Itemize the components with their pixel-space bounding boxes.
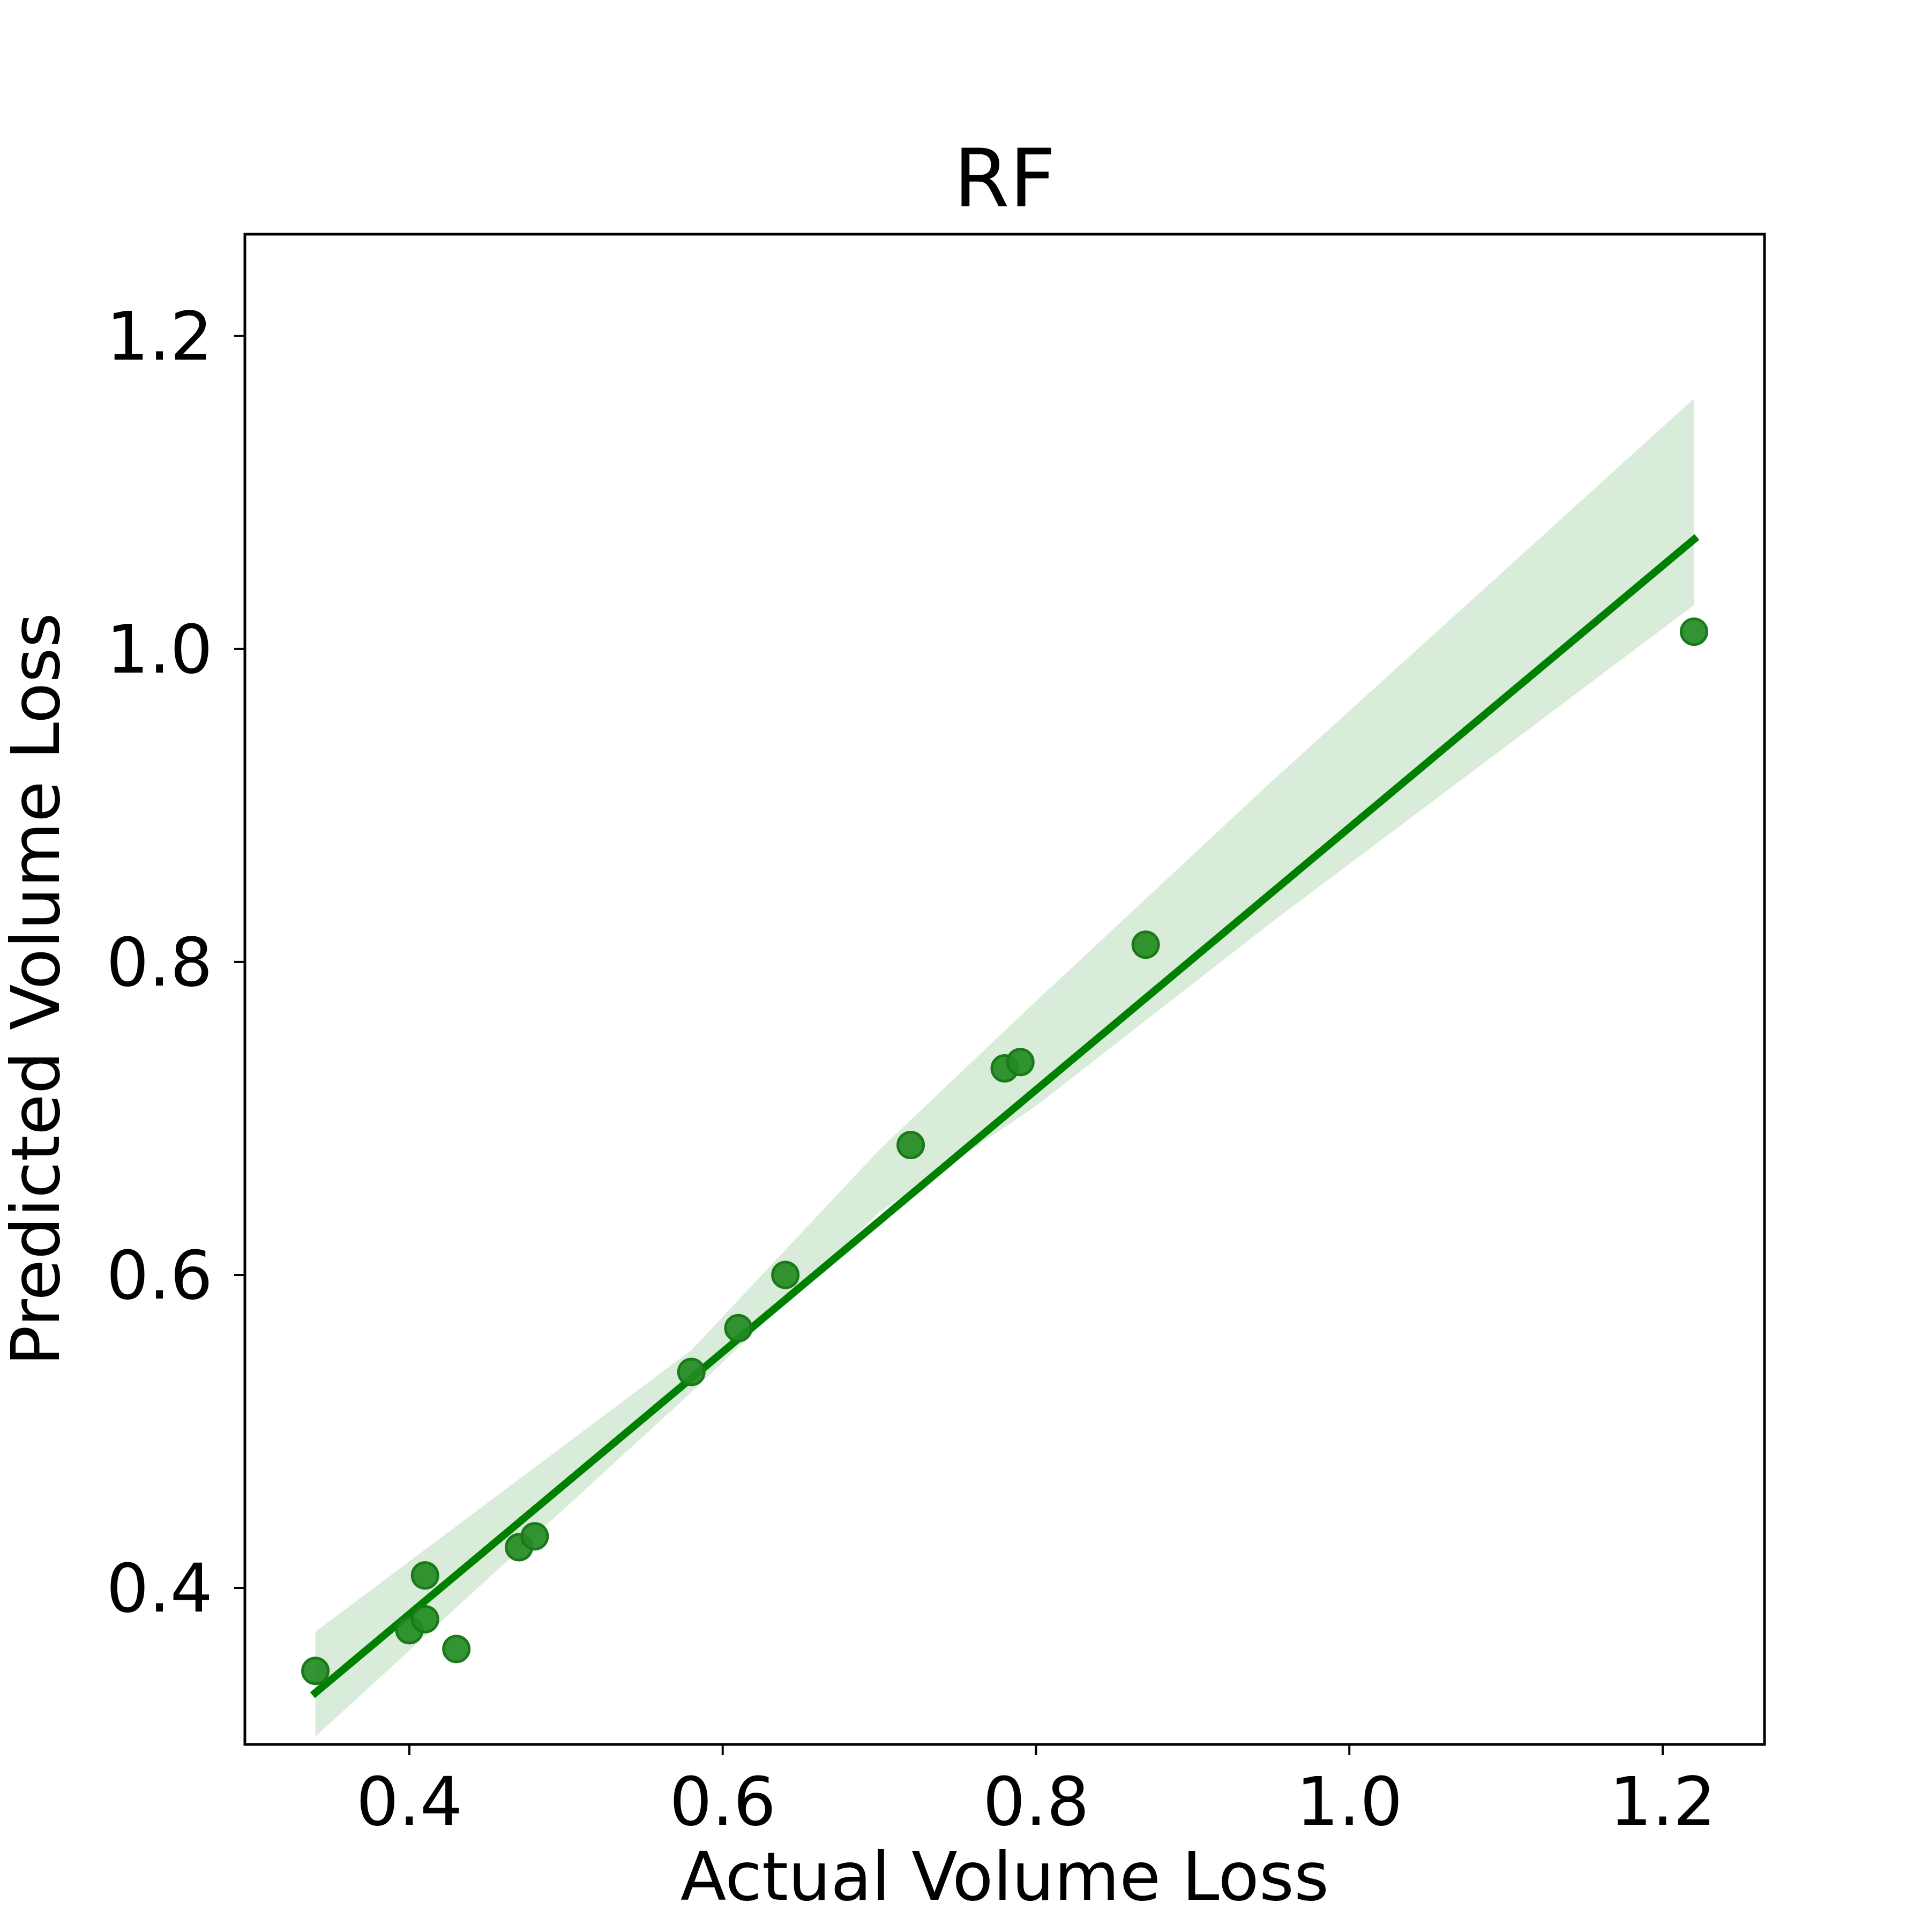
data-point	[1131, 930, 1160, 959]
y-axis-label: Predicted Volume Loss	[0, 613, 75, 1366]
x-tick-label: 0.6	[669, 1763, 776, 1841]
y-tick-label: 0.8	[106, 924, 213, 1002]
data-point	[724, 1314, 753, 1342]
data-point	[301, 1657, 330, 1685]
x-tick-label: 1.0	[1296, 1763, 1403, 1841]
y-tick-label: 0.4	[106, 1550, 213, 1628]
y-tick-label: 0.6	[106, 1237, 213, 1315]
y-tick-label: 1.0	[106, 611, 213, 689]
data-point	[677, 1357, 706, 1386]
data-point	[410, 1605, 439, 1633]
data-point	[442, 1635, 471, 1664]
x-axis-label: Actual Volume Loss	[681, 1838, 1329, 1916]
data-point	[896, 1131, 925, 1160]
x-tick-label: 0.8	[983, 1763, 1089, 1841]
data-point	[410, 1561, 439, 1590]
x-tick-label: 1.2	[1610, 1763, 1716, 1841]
plot-area-frame	[243, 233, 1766, 1746]
chart-title: RF	[954, 132, 1056, 226]
y-tick-label: 1.2	[106, 298, 213, 376]
data-point	[771, 1260, 800, 1289]
data-point	[1679, 617, 1708, 646]
data-point	[1006, 1048, 1035, 1077]
x-tick-label: 0.4	[356, 1763, 463, 1841]
regression-line	[310, 534, 1700, 1698]
data-point	[520, 1522, 549, 1551]
